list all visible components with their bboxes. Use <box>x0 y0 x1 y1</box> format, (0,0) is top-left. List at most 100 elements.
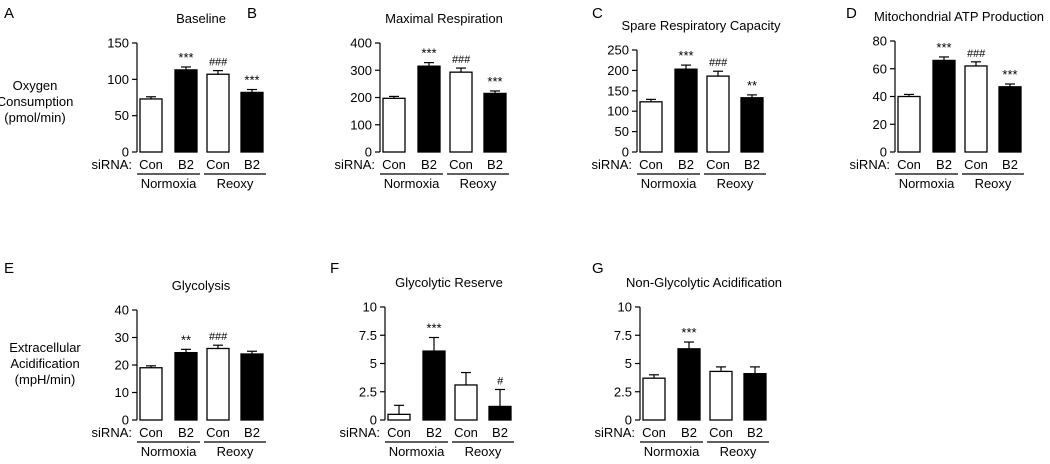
panel-letter: D <box>846 5 857 22</box>
bar <box>422 350 446 421</box>
category-label: Con <box>449 157 473 172</box>
group-label: Reoxy <box>720 444 757 459</box>
bar <box>639 101 663 153</box>
category-label: B2 <box>747 425 763 440</box>
bar <box>382 97 406 153</box>
bottom-ylabel-line-3: (mpH/min) <box>15 372 76 387</box>
bar <box>206 73 230 153</box>
category-label: B2 <box>426 425 442 440</box>
significance-label: *** <box>244 73 259 88</box>
category-label: Con <box>642 425 666 440</box>
y-tick-label: 100 <box>107 72 129 87</box>
group-label: Reoxy <box>217 444 254 459</box>
y-tick-label: 2.5 <box>359 384 377 399</box>
y-tick-label: 0 <box>370 413 377 428</box>
category-label: Con <box>709 425 733 440</box>
category-label: Con <box>706 157 730 172</box>
chart-title: Glycolysis <box>172 278 231 293</box>
bar <box>740 97 764 153</box>
bar <box>174 351 198 421</box>
chart-title: Maximal Respiration <box>385 11 503 26</box>
significance-label: *** <box>678 48 693 63</box>
bar <box>706 75 730 153</box>
panel-d: D Mitochondrial ATP Production 0 20 40 60 80 Co… <box>846 5 1044 191</box>
group-label: Normoxia <box>644 444 700 459</box>
bar <box>897 95 921 153</box>
category-label: Con <box>382 157 406 172</box>
bar <box>139 98 163 153</box>
y-tick-label: 150 <box>107 36 129 51</box>
y-tick-label: 0 <box>880 145 887 160</box>
y-tick-label: 250 <box>607 43 629 58</box>
chart-title: Non-Glycolytic Acidification <box>626 275 782 290</box>
group-label: Normoxia <box>389 444 445 459</box>
bar <box>174 69 198 153</box>
y-tick-label: 10 <box>115 385 129 400</box>
bar <box>932 59 956 153</box>
category-label: B2 <box>244 157 260 172</box>
group-label: Reoxy <box>460 176 497 191</box>
significance-label: ### <box>452 54 471 66</box>
group-label: Normoxia <box>141 444 197 459</box>
group-label: Reoxy <box>465 444 502 459</box>
panel-c: C Spare Respiratory Capacity 0 50 100 150 200 2… <box>592 5 781 191</box>
significance-label: *** <box>936 40 951 55</box>
sirna-label: siRNA: <box>850 157 890 172</box>
top-ylabel-line-2: Consumption <box>0 94 73 109</box>
panel-f: F Glycolytic Reserve 0 2.5 5 7.5 10 Con *** B2 Con… <box>330 260 514 459</box>
category-label: B2 <box>678 157 694 172</box>
bar <box>709 370 733 421</box>
y-tick-label: 200 <box>350 90 372 105</box>
bottom-ylabel-line-2: Acidification <box>10 356 79 371</box>
group-label: Reoxy <box>717 176 754 191</box>
panel-b: B Maximal Respiration 0 100 200 300 400 Con *** B… <box>247 5 509 191</box>
category-label: Con <box>139 425 163 440</box>
y-tick-label: 300 <box>350 63 372 78</box>
bar <box>677 348 701 421</box>
category-label: Con <box>454 425 478 440</box>
category-label: B2 <box>681 425 697 440</box>
sirna-label: siRNA: <box>340 425 380 440</box>
significance-label: *** <box>178 50 193 65</box>
bar <box>483 92 507 153</box>
significance-label: ### <box>967 48 986 60</box>
y-tick-label: 80 <box>873 34 887 49</box>
significance-label: ### <box>209 57 228 69</box>
bar <box>674 68 698 153</box>
category-label: Con <box>897 157 921 172</box>
bar <box>139 367 163 421</box>
bar <box>417 65 441 153</box>
category-label: B2 <box>936 157 952 172</box>
category-label: Con <box>206 425 230 440</box>
group-label: Normoxia <box>384 176 440 191</box>
panel-e: E Glycolysis 0 10 20 30 40 Con ** B2 ### Con B2 siRNA… <box>4 260 266 459</box>
y-tick-label: 0 <box>622 145 629 160</box>
category-label: B2 <box>178 425 194 440</box>
category-label: Con <box>639 157 663 172</box>
y-tick-label: 5 <box>625 356 632 371</box>
category-label: Con <box>964 157 988 172</box>
bar <box>964 65 988 153</box>
y-tick-label: 2.5 <box>614 384 632 399</box>
y-tick-label: 0 <box>625 413 632 428</box>
y-tick-label: 20 <box>115 358 129 373</box>
panel-g: G Non-Glycolytic Acidification 0 2.5 5 7.5 10 C… <box>592 260 782 459</box>
panel-a: A Baseline 0 50 100 150 Con *** B2 ### Con *** B2 siR… <box>4 5 266 191</box>
chart-title: Glycolytic Reserve <box>395 275 503 290</box>
bar <box>743 373 767 421</box>
significance-label: *** <box>1002 67 1017 82</box>
category-label: Con <box>206 157 230 172</box>
bar <box>998 86 1022 153</box>
group-label: Reoxy <box>217 176 254 191</box>
chart-title: Mitochondrial ATP Production <box>874 9 1044 24</box>
group-label: Normoxia <box>641 176 697 191</box>
sirna-label: siRNA: <box>595 425 635 440</box>
top-ylabel-line-1: Oxygen <box>13 78 58 93</box>
significance-label: ### <box>209 331 228 343</box>
sirna-label: siRNA: <box>335 157 375 172</box>
chart-title: Spare Respiratory Capacity <box>622 18 781 33</box>
y-tick-label: 50 <box>615 124 629 139</box>
y-tick-label: 40 <box>115 303 129 318</box>
y-tick-label: 0 <box>122 413 129 428</box>
significance-label: ** <box>181 332 191 347</box>
